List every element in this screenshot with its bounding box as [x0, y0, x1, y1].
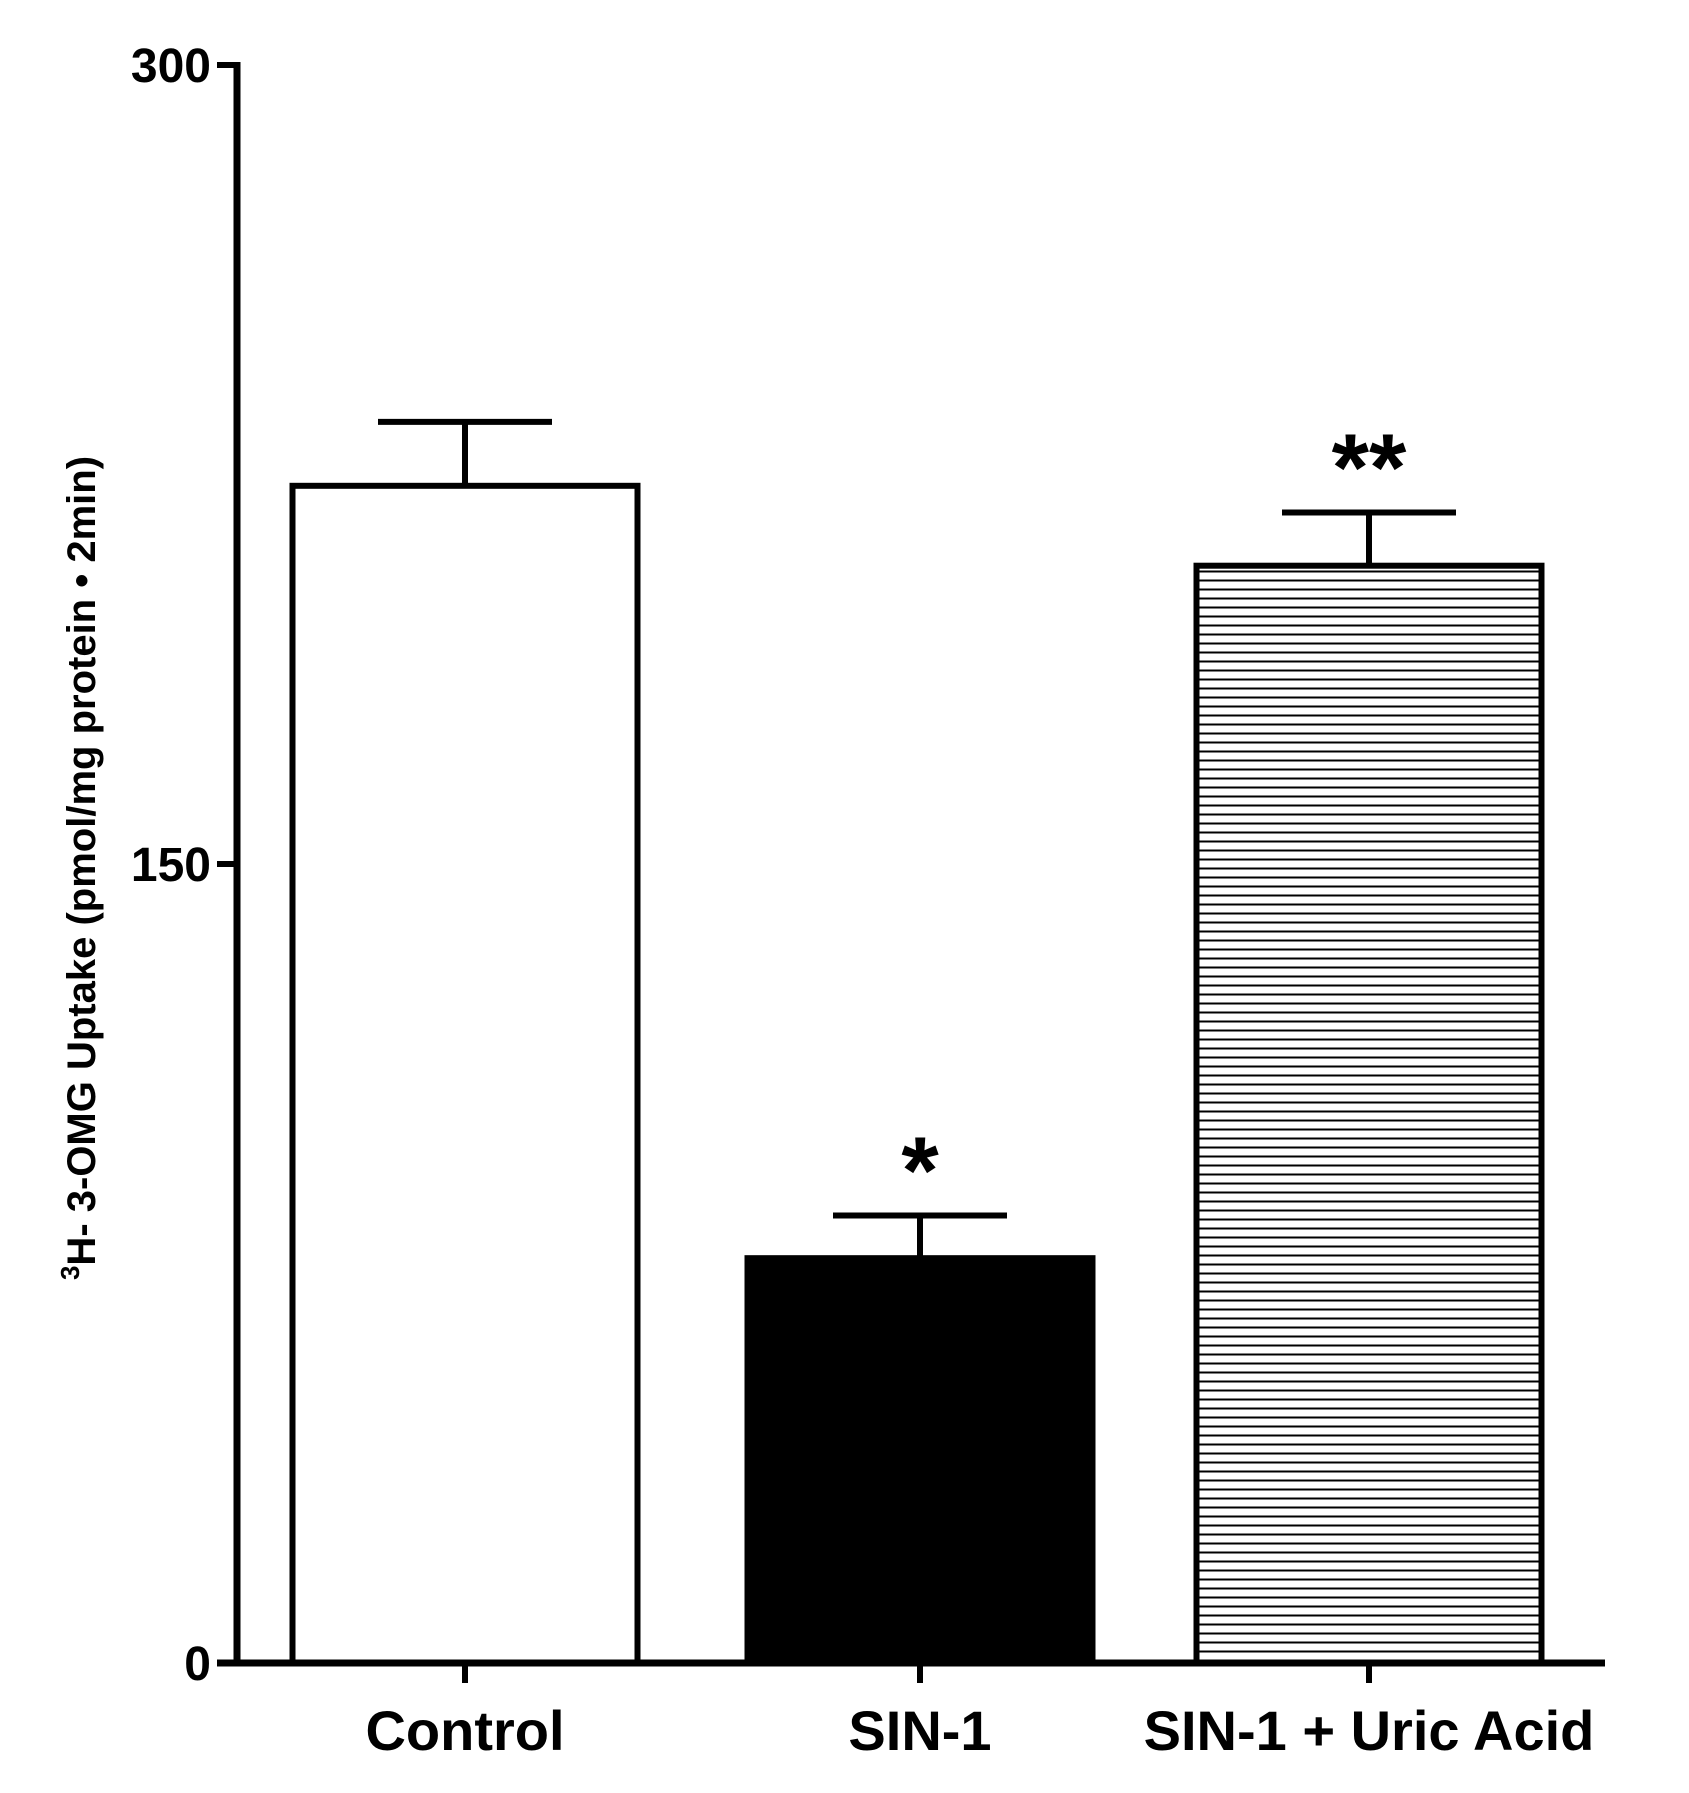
axes-layer	[217, 62, 1605, 1683]
x-category-label-0: Control	[365, 1699, 564, 1762]
y-tick-label-0: 0	[184, 1638, 211, 1691]
bar-0	[289, 482, 641, 1667]
bar-2	[1193, 562, 1545, 1666]
y-tick-label-1: 150	[131, 839, 211, 892]
bar-1	[744, 1255, 1096, 1666]
x-category-label-2: SIN-1 + Uric Acid	[1144, 1699, 1595, 1762]
significance-marker-1: *	[901, 1118, 939, 1225]
bars-layer	[289, 418, 1545, 1667]
y-axis-title: 3H- 3-OMG Uptake (pmol/mg protein • 2min…	[55, 456, 104, 1280]
y-axis-title-superscript: 3	[55, 1266, 85, 1280]
y-axis-title-text: H- 3-OMG Uptake (pmol/mg protein • 2min)	[60, 456, 104, 1266]
y-tick-label-2: 300	[131, 40, 211, 93]
x-category-label-1: SIN-1	[848, 1699, 991, 1762]
significance-marker-2: **	[1332, 414, 1407, 521]
